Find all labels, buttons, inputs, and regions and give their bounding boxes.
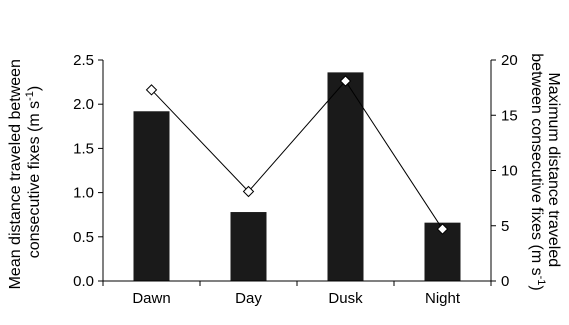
x-tick-label-night: Night (425, 290, 461, 307)
y-axis-right-title-line1: Maximum distance traveled (545, 72, 562, 267)
y-right-tick-label: 20 (501, 52, 518, 69)
y-left-tick-label: 1.0 (73, 185, 94, 202)
y-left-tick-label: 2.5 (73, 52, 94, 69)
y-axis-left-title-line1: Mean distance traveled between (7, 59, 24, 289)
y-left-tick-label: 0.0 (73, 273, 94, 290)
line-series (145, 75, 449, 235)
marker-dusk (339, 75, 352, 87)
bar-dawn (133, 111, 170, 281)
y-axis-right-title-sup: -1 (535, 276, 547, 286)
y-right-tick-label: 5 (501, 218, 509, 235)
y-axis-right-title-line2: between consecutive fixes (m s (528, 53, 545, 275)
ticks: 0.0 0.5 1.0 1.5 2.0 2.5 0 5 10 15 20 Dawn Day Dusk Nig… (73, 52, 518, 307)
x-tick-label-day: Day (235, 290, 262, 307)
y-left-tick-label: 0.5 (73, 229, 94, 246)
x-tick-label-dawn: Dawn (132, 290, 170, 307)
bar-day (230, 212, 267, 281)
y-axis-left-title-sup: -1 (24, 91, 36, 101)
marker-night (436, 223, 449, 235)
y-axis-right-title-end: ) (528, 285, 545, 290)
x-tick-label-dusk: Dusk (328, 290, 363, 307)
y-axis-left-title: Mean distance traveled between consecuti… (7, 55, 43, 290)
y-right-tick-label: 15 (501, 107, 518, 124)
y-right-tick-label: 10 (501, 163, 518, 180)
bar-dusk (327, 72, 364, 281)
y-left-tick-label: 2.0 (73, 96, 94, 113)
max-distance-line (151, 80, 443, 230)
bar-series (133, 72, 461, 281)
marker-dawn (145, 84, 158, 96)
y-axis-right-title: Maximum distance traveled between consec… (528, 53, 562, 290)
y-right-tick-label: 0 (501, 273, 509, 290)
y-axis-left-title-line2: consecutive fixes (m s (26, 101, 43, 258)
y-left-tick-label: 1.5 (73, 140, 94, 157)
y-axis-left-title-end: ) (26, 86, 43, 91)
marker-day (242, 185, 255, 198)
